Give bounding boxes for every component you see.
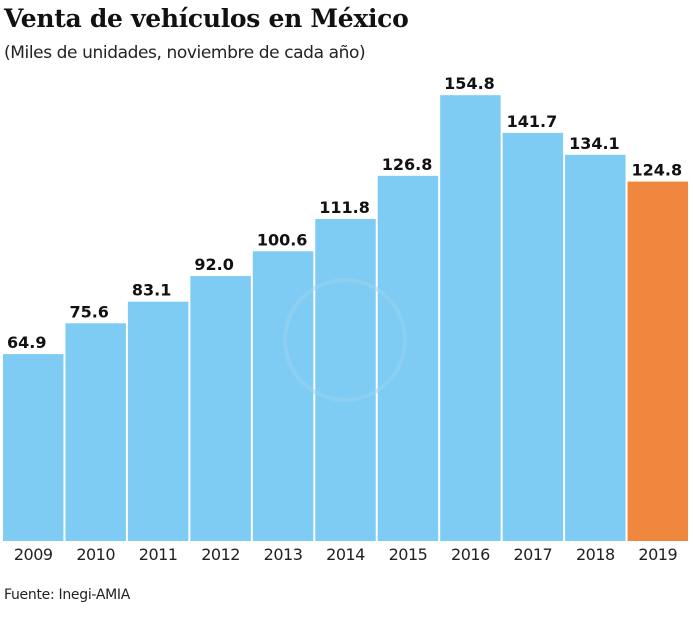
x-tick-2019: 2019 <box>638 545 677 564</box>
x-tick-2017: 2017 <box>514 545 553 564</box>
x-tick-2018: 2018 <box>576 545 615 564</box>
x-tick-2013: 2013 <box>264 545 303 564</box>
x-tick-2009: 2009 <box>14 545 53 564</box>
value-label-2013: 100.6 <box>257 230 308 249</box>
bar-2014 <box>315 219 376 542</box>
value-label-2019: 124.8 <box>632 161 683 180</box>
bar-chart: 64.9 2009 75.6 2010 83.1 2011 92.0 2012 100.6 201… <box>3 74 688 564</box>
bar-2010 <box>65 323 126 541</box>
value-label-2010: 75.6 <box>69 302 108 321</box>
bar-2012 <box>190 276 251 541</box>
source-note: Fuente: Inegi-AMIA <box>4 587 131 603</box>
x-tick-2012: 2012 <box>201 545 240 564</box>
bar-2016 <box>440 95 501 542</box>
value-label-2012: 92.0 <box>194 255 233 274</box>
bar-2017 <box>502 132 564 542</box>
bar-2009 <box>3 354 64 541</box>
value-label-2009: 64.9 <box>7 333 46 352</box>
bar-2011 <box>127 301 189 541</box>
value-label-2011: 83.1 <box>132 281 171 300</box>
value-label-2018: 134.1 <box>569 134 620 153</box>
bar-2015 <box>377 175 439 542</box>
value-label-2015: 126.8 <box>382 155 433 174</box>
bar-2019 <box>627 181 688 542</box>
value-label-2017: 141.7 <box>507 112 558 131</box>
chart-title: Venta de vehículos en México <box>4 4 409 33</box>
x-tick-2011: 2011 <box>139 545 178 564</box>
x-tick-2014: 2014 <box>326 545 365 564</box>
x-tick-2016: 2016 <box>451 545 490 564</box>
value-label-2016: 154.8 <box>444 74 495 93</box>
x-tick-2015: 2015 <box>389 545 428 564</box>
value-label-2014: 111.8 <box>319 198 370 217</box>
x-tick-2010: 2010 <box>76 545 115 564</box>
watermark-emblem <box>283 278 407 402</box>
bar-2018 <box>565 154 626 542</box>
chart-subtitle: (Miles de unidades, noviembre de cada añ… <box>4 43 366 63</box>
